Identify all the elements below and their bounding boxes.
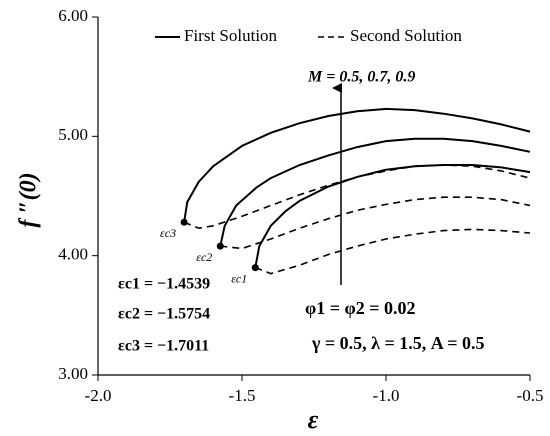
- critical-point: [251, 264, 259, 272]
- annotation: M = 0.5, 0.7, 0.9: [307, 69, 415, 86]
- x-tick-label: -1.5: [229, 386, 256, 405]
- x-tick-label: -0.5: [517, 386, 544, 405]
- curve: [220, 196, 531, 250]
- critical-point: [216, 242, 224, 250]
- x-tick-label: -2.0: [85, 386, 112, 405]
- critical-point: [180, 218, 188, 226]
- x-axis-title: ε: [308, 405, 319, 434]
- curve: [219, 137, 531, 247]
- y-tick-label: 3.00: [58, 364, 88, 383]
- annotation: φ1 = φ2 = 0.02: [305, 298, 415, 318]
- y-axis-title: f ″(0): [16, 172, 42, 227]
- point-label: εc1: [231, 271, 247, 285]
- y-tick-label: 5.00: [58, 125, 88, 144]
- annotation: εc3 = −1.7011: [118, 338, 209, 355]
- legend-label: First Solution: [184, 26, 278, 45]
- y-tick-label: 6.00: [58, 6, 88, 25]
- annotation: εc2 = −1.5754: [118, 306, 210, 323]
- x-tick-label: -1.0: [373, 386, 400, 405]
- curve: [255, 228, 531, 275]
- curve: [183, 164, 531, 230]
- point-label: εc2: [196, 250, 212, 264]
- legend-label: Second Solution: [350, 26, 462, 45]
- point-label: εc3: [160, 226, 176, 240]
- curve: [254, 164, 531, 268]
- curve: [183, 107, 531, 223]
- y-tick-label: 4.00: [58, 245, 88, 264]
- annotation: εc1 = −1.4539: [118, 276, 210, 293]
- annotation: γ = 0.5, λ = 1.5, A = 0.5: [311, 333, 485, 353]
